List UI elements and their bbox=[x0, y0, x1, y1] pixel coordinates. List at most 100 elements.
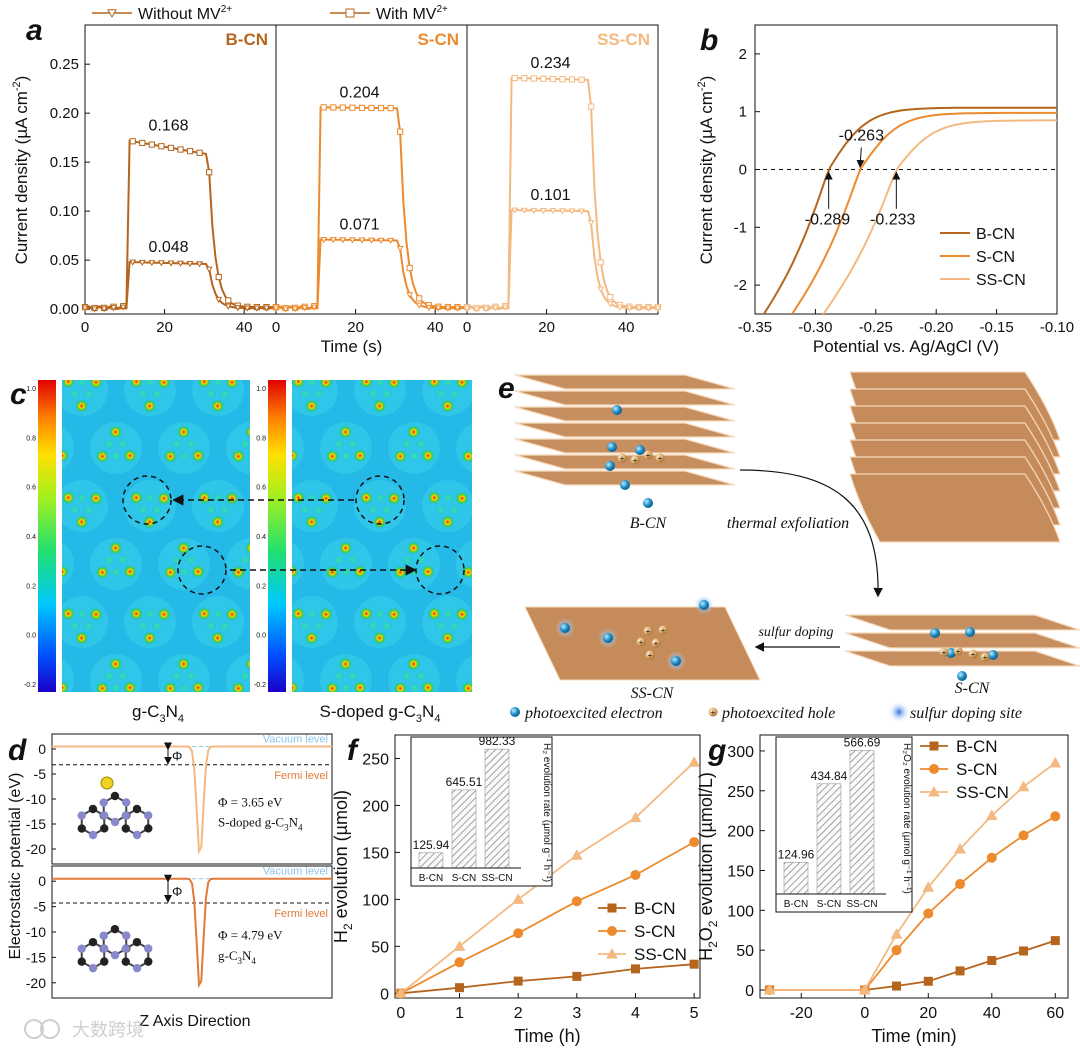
atom-c bbox=[416, 323, 426, 333]
ylabel-sub2: 2 bbox=[706, 920, 720, 927]
atom-n bbox=[95, 333, 109, 347]
atom-c bbox=[415, 670, 426, 681]
sub: 4 bbox=[178, 713, 184, 725]
bcn-electron-1 bbox=[607, 442, 617, 452]
ytick-label-a: 0.15 bbox=[50, 154, 79, 171]
panel-c: c 1.00.80.60.40.20.0-0.21.00.80.60.40.20.… bbox=[0, 309, 548, 735]
ytick-label-a: 0.00 bbox=[50, 301, 79, 318]
value-label-without-S-CN: 0.071 bbox=[340, 217, 380, 234]
subpanel-frame-S-CN bbox=[275, 24, 468, 315]
data-point-f-S-CN-4 bbox=[630, 869, 641, 880]
trace-without-SS-CN-marker bbox=[492, 305, 500, 312]
atom-c bbox=[145, 380, 156, 388]
scn-electron-0 bbox=[930, 628, 940, 638]
legend-sup-without: 2+ bbox=[221, 4, 233, 15]
atom-n bbox=[108, 541, 123, 556]
trace-with-SS-CN-marker bbox=[568, 76, 576, 83]
trace-without-S-CN-marker bbox=[377, 237, 385, 244]
trace-without-S-CN-marker bbox=[406, 292, 414, 299]
ytick-label-b: -1 bbox=[734, 219, 747, 236]
inset-category-f-SS-CN: SS-CN bbox=[481, 873, 512, 884]
bcn-electron-5 bbox=[643, 498, 653, 508]
bcn-sheet bbox=[514, 374, 736, 390]
atom-n bbox=[461, 449, 472, 464]
trace-without-B-CN-marker bbox=[91, 306, 98, 313]
atom-c bbox=[443, 725, 453, 735]
inset-category-g-SS-CN: SS-CN bbox=[846, 899, 877, 910]
atom-n bbox=[191, 333, 205, 347]
atom-c bbox=[117, 554, 128, 565]
series-line-f-S-CN bbox=[400, 841, 695, 995]
atom-c bbox=[409, 566, 420, 577]
vacuum-label-top: Vacuum level bbox=[263, 734, 328, 746]
ylabel-end-b: ) bbox=[697, 76, 716, 82]
ytick-label-b: -2 bbox=[734, 277, 747, 294]
atom-c bbox=[443, 493, 454, 504]
lattice-halo bbox=[0, 596, 40, 648]
atom-c bbox=[401, 439, 412, 450]
sscn-electron-3 bbox=[671, 656, 681, 666]
trace-with-SS-CN-marker bbox=[521, 75, 528, 82]
ytick-label-g: 100 bbox=[727, 903, 754, 920]
atom-n bbox=[440, 630, 455, 645]
lattice-halo bbox=[226, 538, 250, 590]
atom-c bbox=[103, 555, 114, 566]
colorbar-tick-right: 0.6 bbox=[256, 485, 266, 492]
ytick-label-g: 0 bbox=[745, 983, 754, 1000]
trace-without-B-CN-marker bbox=[205, 266, 213, 273]
trace-without-SS-CN-marker bbox=[549, 208, 557, 215]
atom-c bbox=[409, 450, 420, 461]
ytick-label-a: 0.05 bbox=[50, 252, 79, 269]
atom-n bbox=[108, 425, 123, 440]
density-map-left bbox=[0, 309, 327, 692]
ytick-label-d: -10 bbox=[26, 924, 46, 940]
lattice-halo bbox=[456, 424, 472, 472]
inset-bar-label-g-B-CN: 124.96 bbox=[778, 847, 815, 861]
ylabel-f: H2 evolution (µmol) bbox=[331, 790, 355, 943]
data-point-g-SS-CN-1 bbox=[858, 984, 871, 995]
atom-n bbox=[163, 681, 178, 692]
atom-c bbox=[538, 555, 548, 565]
data-point-f-B-CN-1 bbox=[455, 983, 465, 993]
atom-c bbox=[205, 388, 216, 399]
legend-electron-icon bbox=[510, 707, 520, 717]
atom-n bbox=[406, 425, 421, 440]
colorbar-right bbox=[268, 380, 286, 692]
panel-b: b -0.35 -0.30 -0.25 -0.20 -0.15 -0.10 -2 -1 0 1 2 Cu… bbox=[696, 24, 1074, 356]
atom-n bbox=[455, 607, 470, 622]
atom-n bbox=[285, 333, 299, 347]
lattice-halo bbox=[456, 540, 472, 588]
legend-label-f-B-CN: B-CN bbox=[634, 899, 676, 918]
exfoliated-sheet bbox=[849, 473, 1061, 543]
atom-n bbox=[529, 565, 543, 579]
atom-c bbox=[341, 566, 352, 577]
atom-c bbox=[484, 555, 494, 565]
atom-n bbox=[62, 448, 70, 463]
bcn-sheet bbox=[514, 422, 736, 438]
xtick-label-f: 4 bbox=[631, 1005, 640, 1022]
xlabel-f: Time (h) bbox=[514, 1026, 580, 1046]
inset-bar-label-f-SS-CN: 982.33 bbox=[479, 734, 516, 748]
atom-c bbox=[172, 323, 182, 333]
data-point-g-SS-CN-5 bbox=[985, 809, 998, 820]
atom-n bbox=[387, 380, 402, 390]
atom-n bbox=[313, 309, 327, 323]
xtick-label-b: -0.25 bbox=[859, 319, 893, 336]
atom-n bbox=[292, 490, 306, 505]
phi-label-top: Φ bbox=[172, 749, 182, 764]
atom-c bbox=[16, 505, 26, 515]
legend-hole: photoexcited hole bbox=[721, 705, 835, 722]
xlabel-g: Time (min) bbox=[871, 1026, 956, 1046]
data-point-f-SS-CN-5 bbox=[688, 756, 700, 767]
atom-c bbox=[477, 567, 487, 577]
atom-n bbox=[495, 607, 509, 621]
atom-c bbox=[185, 670, 196, 681]
atom-n bbox=[359, 490, 374, 505]
atom-c bbox=[401, 555, 412, 566]
arrow-exfoliation bbox=[739, 469, 883, 598]
xtick-label-a: 0 bbox=[81, 319, 89, 336]
data-point-g-SS-CN-7 bbox=[1049, 756, 1062, 768]
atom-n bbox=[62, 606, 76, 621]
trace-with-B-CN-marker bbox=[139, 139, 146, 147]
annotation-b-bcn: -0.289 bbox=[805, 211, 850, 228]
